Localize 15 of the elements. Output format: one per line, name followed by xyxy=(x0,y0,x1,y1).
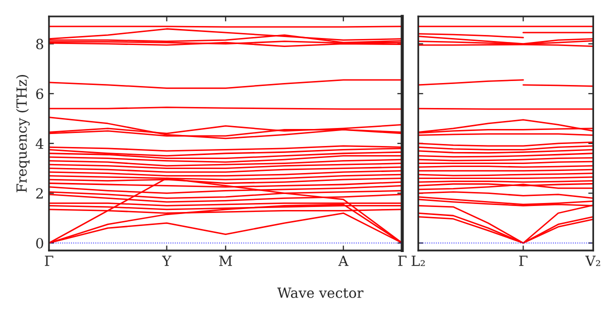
x-tick-label: Γ xyxy=(44,256,54,266)
x-tick-label: V₂ xyxy=(585,256,600,266)
y-axis-title: Frequency (THz) xyxy=(16,75,30,192)
x-tick-label: Γ xyxy=(398,256,406,266)
y-tick-label: 2 xyxy=(36,188,43,198)
x-tick-label: L₂ xyxy=(412,256,425,266)
x-axis-title: Wave vector xyxy=(277,288,364,298)
y-tick-label: 8 xyxy=(36,38,44,50)
x-tick-label: M xyxy=(219,256,232,266)
y-tick-label: 4 xyxy=(36,138,44,149)
x-tick-label: Y xyxy=(162,256,172,266)
y-tick-label: 6 xyxy=(36,88,44,100)
x-tick-label: Γ xyxy=(519,256,528,266)
y-tick-label: 0 xyxy=(36,238,44,248)
x-tick-label: A xyxy=(338,256,349,266)
